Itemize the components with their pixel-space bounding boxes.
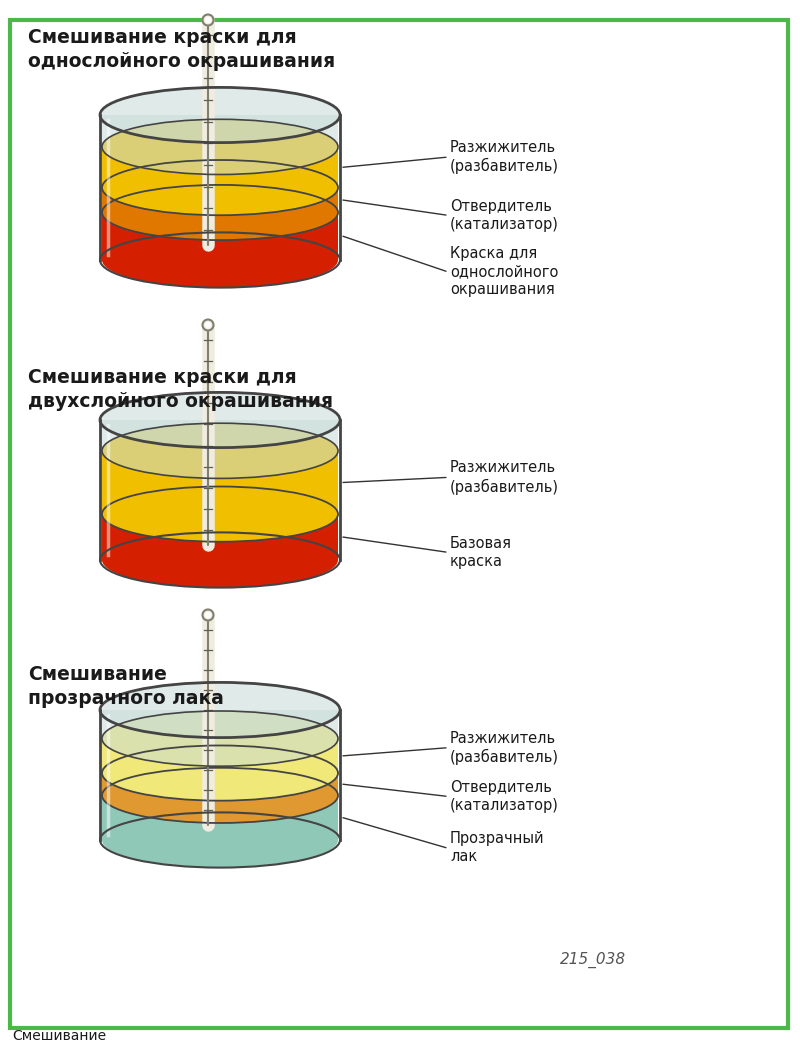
Ellipse shape <box>102 392 338 448</box>
Ellipse shape <box>102 87 338 143</box>
Ellipse shape <box>102 746 338 800</box>
Text: Разжижитель
(разбавитель): Разжижитель (разбавитель) <box>450 140 559 174</box>
Ellipse shape <box>102 812 338 868</box>
Text: Отвердитель
(катализатор): Отвердитель (катализатор) <box>450 779 559 813</box>
Bar <box>102 115 338 147</box>
Text: Смешивание
прозрачного лака: Смешивание прозрачного лака <box>28 665 224 708</box>
Ellipse shape <box>102 185 338 240</box>
Bar <box>102 795 338 840</box>
Ellipse shape <box>102 683 338 737</box>
Ellipse shape <box>102 160 338 215</box>
Circle shape <box>206 18 210 22</box>
Circle shape <box>206 613 210 618</box>
Ellipse shape <box>102 711 338 766</box>
Ellipse shape <box>102 768 338 823</box>
Circle shape <box>206 322 210 327</box>
Text: Смешивание: Смешивание <box>12 1029 106 1043</box>
Text: Разжижитель
(разбавитель): Разжижитель (разбавитель) <box>450 461 559 495</box>
Bar <box>102 514 338 560</box>
Ellipse shape <box>102 711 338 766</box>
Ellipse shape <box>102 185 338 240</box>
Ellipse shape <box>102 423 338 478</box>
Text: 215_038: 215_038 <box>560 951 626 968</box>
Ellipse shape <box>102 768 338 823</box>
Bar <box>102 738 338 773</box>
Text: Отвердитель
(катализатор): Отвердитель (катализатор) <box>450 198 559 232</box>
Bar <box>102 710 338 738</box>
Circle shape <box>202 320 214 330</box>
Text: Краска для
однослойного
окрашивания: Краска для однослойного окрашивания <box>450 245 558 297</box>
Text: Смешивание краски для
двухслойного окрашивания: Смешивание краски для двухслойного окраш… <box>28 368 333 411</box>
Ellipse shape <box>102 746 338 800</box>
Ellipse shape <box>102 233 338 287</box>
Bar <box>102 188 338 213</box>
Text: Разжижитель
(разбавитель): Разжижитель (разбавитель) <box>450 730 559 765</box>
Ellipse shape <box>102 487 338 541</box>
Ellipse shape <box>102 533 338 587</box>
Ellipse shape <box>102 160 338 215</box>
Ellipse shape <box>102 120 338 174</box>
Bar <box>102 451 338 514</box>
Ellipse shape <box>102 120 338 174</box>
Bar <box>102 420 338 451</box>
Text: Смешивание краски для
однослойного окрашивания: Смешивание краски для однослойного окраш… <box>28 28 335 71</box>
Circle shape <box>202 15 214 25</box>
Circle shape <box>202 609 214 621</box>
Text: Прозрачный
лак: Прозрачный лак <box>450 831 545 864</box>
Bar <box>102 213 338 260</box>
Ellipse shape <box>102 423 338 478</box>
Text: Базовая
краска: Базовая краска <box>450 536 512 569</box>
Ellipse shape <box>102 487 338 541</box>
Bar <box>102 773 338 795</box>
Bar <box>102 147 338 188</box>
